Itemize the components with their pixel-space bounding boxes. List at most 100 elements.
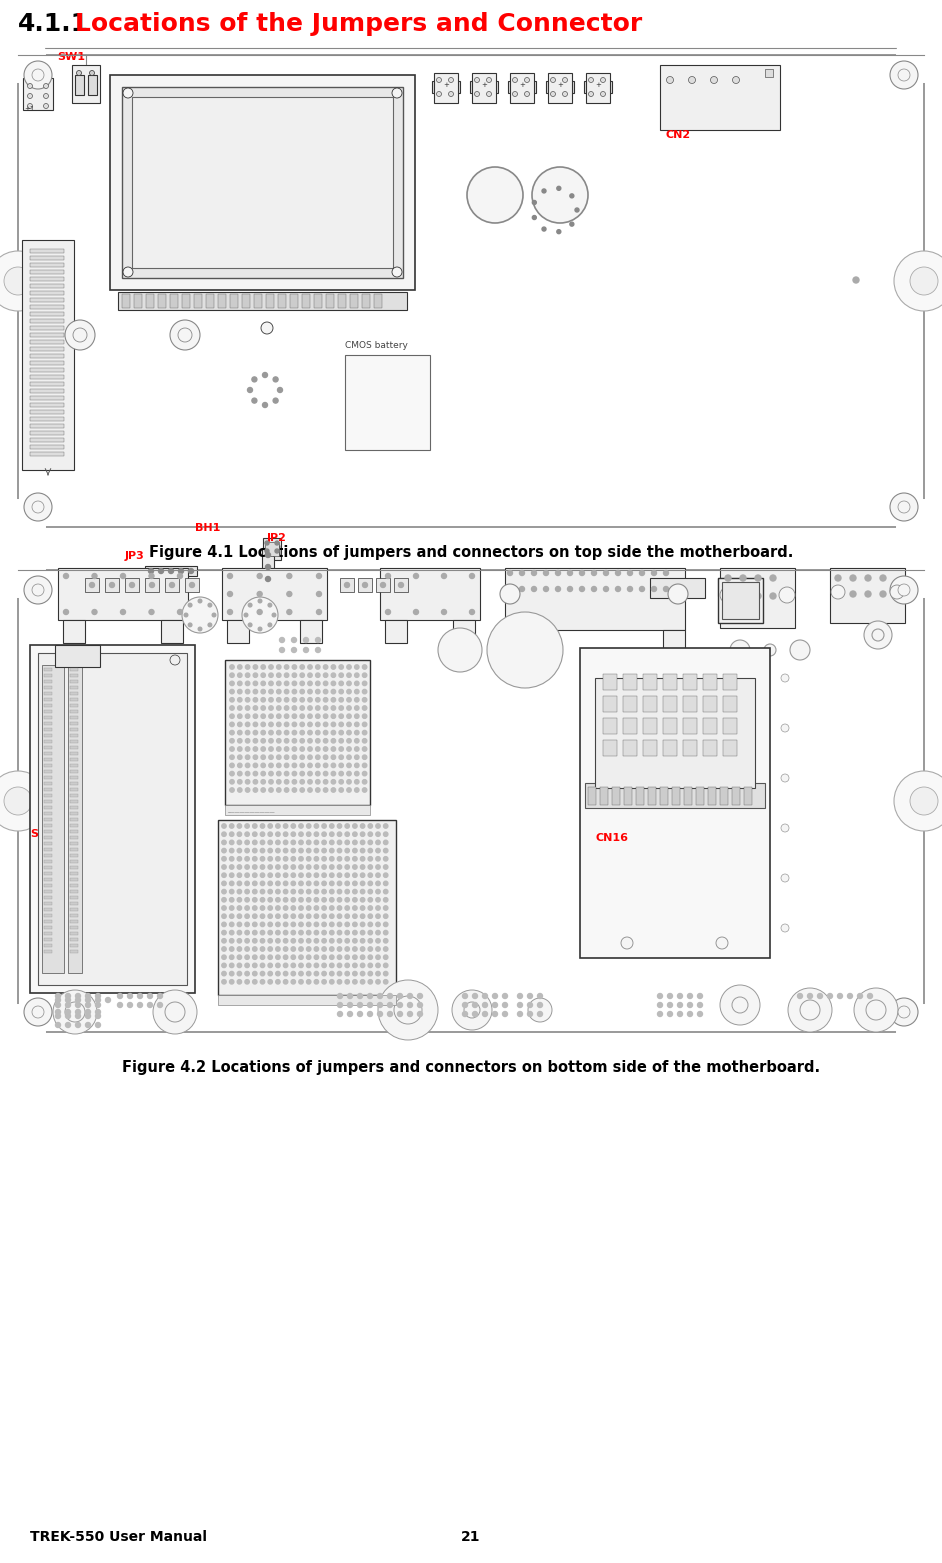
Circle shape (621, 936, 633, 949)
Circle shape (315, 980, 318, 985)
Circle shape (352, 955, 357, 960)
Circle shape (221, 849, 226, 853)
Circle shape (89, 70, 94, 75)
Circle shape (284, 849, 288, 853)
Circle shape (230, 841, 234, 844)
Circle shape (376, 955, 381, 960)
Circle shape (56, 1013, 60, 1019)
Circle shape (332, 772, 335, 775)
Text: +: + (519, 81, 525, 88)
Circle shape (442, 574, 447, 578)
Bar (70, 764, 78, 767)
Circle shape (720, 588, 736, 603)
Bar (44, 866, 52, 869)
Circle shape (316, 772, 320, 775)
Circle shape (361, 857, 365, 861)
Circle shape (237, 697, 242, 702)
Circle shape (557, 230, 560, 233)
Circle shape (280, 638, 284, 642)
Circle shape (589, 92, 593, 97)
Circle shape (268, 922, 272, 927)
Circle shape (322, 939, 326, 942)
Bar (374, 294, 382, 308)
Circle shape (292, 664, 297, 669)
Bar (30, 361, 64, 366)
Circle shape (268, 907, 272, 910)
Circle shape (697, 1002, 703, 1008)
Circle shape (383, 824, 388, 828)
Circle shape (352, 897, 357, 902)
Circle shape (308, 763, 312, 767)
Circle shape (352, 971, 357, 975)
Text: Figure 4.2 Locations of jumpers and connectors on bottom side of the motherboard: Figure 4.2 Locations of jumpers and conn… (122, 1060, 820, 1075)
Circle shape (299, 841, 303, 844)
Circle shape (361, 955, 365, 960)
Circle shape (276, 864, 280, 869)
Circle shape (347, 763, 351, 767)
Circle shape (322, 955, 326, 960)
Bar (703, 739, 717, 756)
Circle shape (872, 628, 884, 641)
Bar (30, 347, 64, 352)
Circle shape (245, 897, 250, 902)
Circle shape (245, 874, 250, 877)
Circle shape (315, 897, 318, 902)
Bar (218, 294, 226, 308)
Circle shape (237, 706, 242, 710)
Circle shape (185, 613, 187, 617)
Circle shape (237, 714, 242, 719)
Circle shape (363, 772, 366, 775)
Circle shape (95, 1010, 101, 1014)
Circle shape (169, 569, 173, 574)
Bar (718, 578, 763, 624)
Circle shape (368, 824, 372, 828)
Circle shape (337, 897, 342, 902)
Bar (68, 664, 82, 974)
Bar (30, 263, 64, 267)
Circle shape (347, 747, 351, 752)
Circle shape (368, 922, 372, 927)
Circle shape (303, 647, 308, 652)
Circle shape (261, 689, 266, 694)
Circle shape (63, 574, 69, 578)
Bar (44, 921, 52, 924)
Circle shape (363, 583, 367, 588)
Bar (70, 739, 78, 742)
Circle shape (170, 655, 180, 664)
Circle shape (367, 1002, 372, 1008)
Circle shape (268, 772, 273, 775)
Circle shape (363, 730, 366, 735)
Circle shape (284, 897, 288, 902)
Bar (732, 788, 740, 805)
Circle shape (221, 864, 226, 869)
Circle shape (261, 788, 266, 792)
Circle shape (284, 857, 288, 861)
Bar (70, 824, 78, 827)
Circle shape (86, 1013, 90, 1019)
Circle shape (127, 994, 133, 999)
Circle shape (345, 939, 349, 942)
Circle shape (317, 574, 321, 578)
Circle shape (237, 788, 242, 792)
Text: +: + (481, 81, 487, 88)
Circle shape (383, 980, 388, 985)
Bar (623, 739, 637, 756)
Bar (254, 294, 262, 308)
Bar (472, 73, 496, 103)
Circle shape (277, 697, 281, 702)
Circle shape (268, 755, 273, 760)
Bar (44, 680, 52, 683)
Circle shape (221, 914, 226, 919)
Circle shape (316, 638, 320, 642)
Circle shape (268, 763, 273, 767)
Circle shape (383, 907, 388, 910)
Bar (70, 944, 78, 947)
Circle shape (149, 610, 154, 614)
Circle shape (268, 681, 273, 686)
Bar (70, 896, 78, 899)
Circle shape (252, 399, 257, 403)
Circle shape (316, 739, 320, 742)
Circle shape (556, 570, 560, 575)
Circle shape (237, 864, 241, 869)
Circle shape (246, 763, 250, 767)
